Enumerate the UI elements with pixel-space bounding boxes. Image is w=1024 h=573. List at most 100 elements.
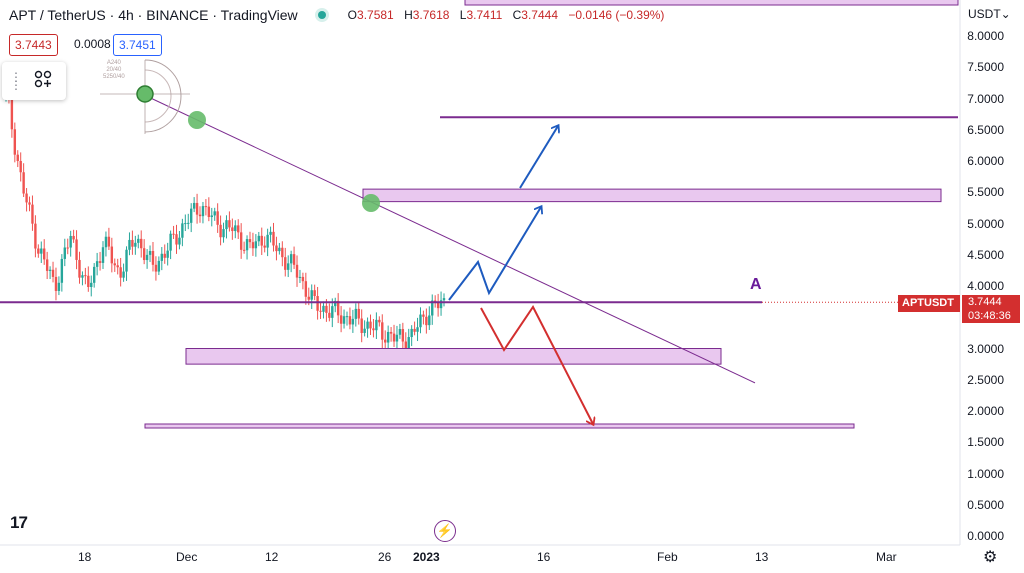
candle-body <box>225 220 228 230</box>
floating-toolbox[interactable]: ⋮ ⋮ <box>2 62 66 100</box>
candle-body <box>195 202 199 215</box>
candle-body <box>413 328 416 332</box>
candle-body <box>181 223 184 238</box>
candle-body <box>401 329 405 342</box>
price-axis-tick: 7.5000 <box>967 60 1004 75</box>
candle-body <box>395 334 399 342</box>
fib-circle-arc <box>144 59 182 133</box>
gear-icon[interactable]: ⚙ <box>983 549 998 566</box>
object-tree-icon[interactable] <box>34 70 52 93</box>
top-zone <box>464 0 959 6</box>
candle-body <box>142 248 146 261</box>
candle-body <box>134 242 137 247</box>
candle-body <box>342 316 346 324</box>
candle-body <box>213 211 216 216</box>
candle-body <box>207 206 211 218</box>
candle-body <box>422 314 425 317</box>
candle-body <box>189 208 193 223</box>
candle-body <box>289 254 293 264</box>
candle-body <box>375 319 378 331</box>
candle-body <box>357 308 360 319</box>
candle-body <box>381 322 384 340</box>
chevron-down-icon: ⌄ <box>1000 7 1011 21</box>
bearish-scenario-arrow <box>480 305 593 424</box>
fib-text-3: 5250/40 <box>103 74 125 80</box>
candle-body <box>431 300 434 316</box>
price-axis-tick: 8.0000 <box>967 29 1004 43</box>
symbol-price-tag: APTUSDT <box>898 295 960 312</box>
price-axis-tick: 2.0000 <box>967 404 1004 418</box>
candle-body <box>175 234 178 245</box>
candles-group <box>4 79 446 357</box>
candle-body <box>22 172 25 194</box>
candle-body <box>154 264 158 272</box>
candle-body <box>140 238 143 249</box>
symbol-title[interactable]: APT / TetherUS · 4h · BINANCE · TradingV… <box>9 7 298 23</box>
grip-icon[interactable]: ⋮ ⋮ <box>10 70 22 92</box>
candle-body <box>204 206 208 208</box>
candle-body <box>145 254 149 261</box>
candle-body <box>84 275 87 277</box>
candle-body <box>210 215 213 218</box>
candle-body <box>104 236 108 248</box>
price-axis-tick: 7.0000 <box>967 91 1004 106</box>
buy-price-button[interactable]: 3.7451 <box>113 34 162 56</box>
candle-body <box>187 222 190 224</box>
candle-body <box>125 249 128 272</box>
target-zone <box>144 423 855 429</box>
price-axis-tick: 3.0000 <box>967 341 1004 356</box>
candle-body <box>43 248 46 260</box>
candle-body <box>348 316 352 325</box>
candle-body <box>439 300 443 309</box>
candle-body <box>325 305 328 313</box>
candle-body <box>254 241 258 249</box>
candle-body <box>275 245 278 252</box>
candle-body <box>216 211 219 225</box>
candle-body <box>239 232 243 250</box>
sell-price-button[interactable]: 3.7443 <box>9 34 58 56</box>
ohlc-close-value: 3.7444 <box>521 8 558 22</box>
candle-body <box>157 260 161 272</box>
descending-trendline <box>144 94 756 384</box>
candle-body <box>242 249 246 251</box>
touch-marker <box>188 111 206 129</box>
candle-body <box>378 319 381 323</box>
price-axis-tick: 5.5000 <box>967 185 1004 200</box>
candle-body <box>301 276 305 282</box>
candle-body <box>72 235 75 240</box>
ohlc-low-label: L <box>459 8 467 22</box>
price-axis-tick: 0.0000 <box>967 529 1004 543</box>
candle-body <box>272 231 275 246</box>
bullish-scenario-arrow <box>448 207 541 301</box>
candle-body <box>237 225 240 233</box>
candle-body <box>292 254 296 265</box>
candle-body <box>198 214 202 217</box>
candle-body <box>16 154 19 161</box>
candle-body <box>116 265 119 268</box>
tradingview-logo-icon[interactable]: 17 <box>10 513 28 532</box>
ohlc-close-label: C <box>512 8 522 22</box>
price-axis-tick: 6.5000 <box>967 122 1004 137</box>
candle-body <box>107 236 111 247</box>
candle-body <box>425 316 428 326</box>
candle-body <box>266 234 269 248</box>
time-axis-tick: 13 <box>755 550 769 564</box>
time-axis-tick: 18 <box>78 550 92 564</box>
candle-body <box>63 247 66 259</box>
candle-body <box>231 227 234 232</box>
candle-body <box>60 258 64 283</box>
ohlc-readout: O3.7581 H3.7618 L3.7411 C3.7444 −0.0146 … <box>348 8 665 22</box>
candle-body <box>122 271 125 278</box>
candle-body <box>34 223 37 249</box>
candle-body <box>389 331 393 334</box>
candle-body <box>372 328 375 331</box>
currency-selector[interactable]: USDT⌄ <box>968 7 1011 21</box>
currency-label: USDT <box>968 7 1001 21</box>
candle-body <box>28 202 31 205</box>
candle-body <box>37 248 40 254</box>
candle-body <box>345 316 349 318</box>
candle-body <box>54 276 58 291</box>
candle-body <box>219 224 222 238</box>
lightning-icon[interactable]: ⚡ <box>434 520 456 542</box>
